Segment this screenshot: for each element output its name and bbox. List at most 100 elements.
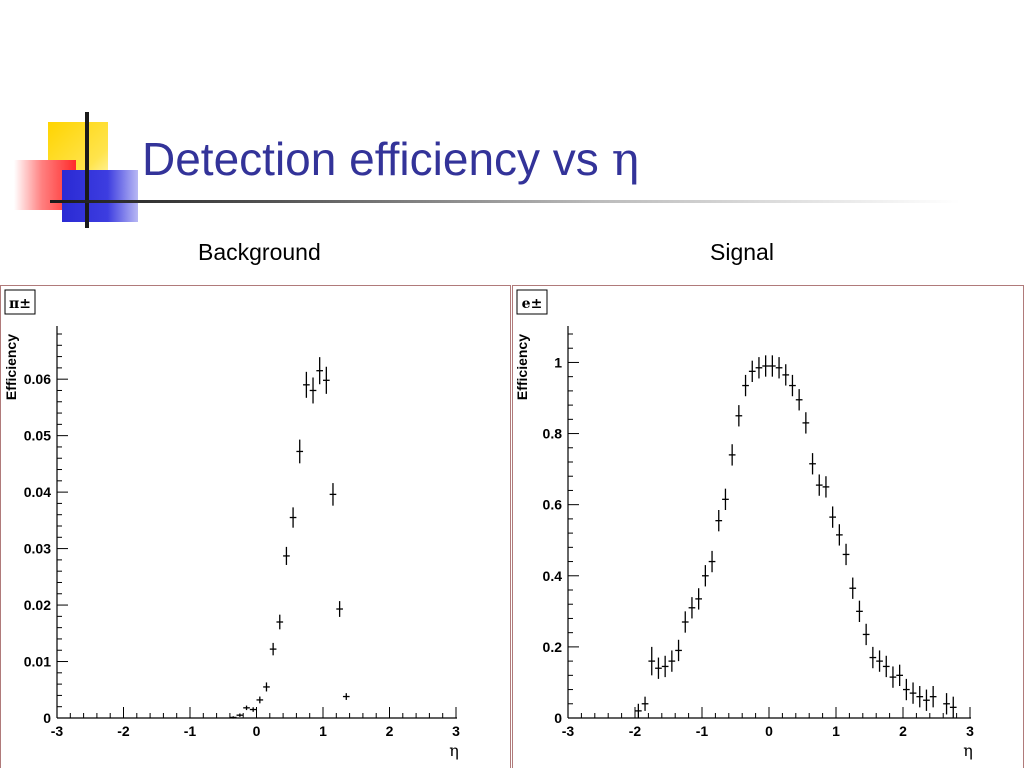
chart1-data-point <box>695 588 702 610</box>
chart0-particle-tag: π± <box>9 296 31 312</box>
chart1-data-point <box>635 703 642 718</box>
chart1-x-tick-label: 0 <box>765 723 773 739</box>
chart1-data-point <box>661 655 669 678</box>
chart0-x-tick-label: -3 <box>51 723 64 739</box>
chart1-x-tick-label: 3 <box>966 723 974 739</box>
chart0-data-point <box>296 439 304 464</box>
chart1-data-point <box>869 646 877 669</box>
chart1-data-point <box>708 550 716 573</box>
chart1-data-point <box>809 453 816 475</box>
chart1-data-point <box>715 510 723 532</box>
chart0-y-tick-label: 0.01 <box>24 654 51 670</box>
chart1-data-point <box>722 488 729 510</box>
chart0-x-tick-label: -2 <box>117 723 130 739</box>
chart0-x-tick-label: 3 <box>452 723 460 739</box>
chart0-data-point <box>256 696 264 704</box>
chart1-data-point <box>655 657 662 679</box>
chart1-x-axis-label: η <box>963 741 973 760</box>
background-efficiency-chart: π± -3 -2 -1 0 1 2 3 0 0.01 0.02 0.03 0.04 0.05 0.06 η Ef… <box>3 289 460 760</box>
chart1-x-tick-label: -3 <box>562 723 575 739</box>
chart0-data-point <box>336 601 343 617</box>
chart0-tag-box <box>4 289 36 315</box>
chart1-data-point <box>889 666 897 688</box>
chart1-data-point <box>822 476 830 498</box>
chart1-data-point <box>735 405 743 427</box>
chart1-data-point <box>795 389 803 411</box>
chart1-data-point <box>916 686 924 708</box>
chart1-tag-box <box>516 289 548 315</box>
chart1-data-point <box>903 678 910 701</box>
chart0-y-tick-label: 0.03 <box>24 541 51 557</box>
chart0-data-point <box>323 366 330 394</box>
chart1-x-tick-label: -1 <box>696 723 709 739</box>
background-label: Background <box>198 239 321 265</box>
chart0-data-point <box>283 546 290 565</box>
chart0-y-axis-label: Efficiency <box>3 334 19 400</box>
chart1-data-point <box>782 364 790 386</box>
chart1-data-point <box>815 474 823 496</box>
chart1-data-point <box>836 524 843 546</box>
chart1-data-point <box>896 664 903 686</box>
chart0-data-point <box>303 371 310 398</box>
chart0-data-point <box>342 693 350 700</box>
chart1-data-point <box>876 650 883 672</box>
chart0-data-point <box>329 483 337 506</box>
chart1-data-point <box>688 597 696 619</box>
chart1-data-point <box>802 412 810 434</box>
chart1-data-point <box>849 577 857 599</box>
signal-efficiency-chart: e± -3 -2 -1 0 1 2 3 0 0.2 0.4 0.6 0.8 1 η Efficiency <box>514 289 974 760</box>
chart1-y-tick-label: 0.8 <box>543 426 563 442</box>
signal-chart-panel: e± -3 -2 -1 0 1 2 3 0 0.2 0.4 0.6 0.8 1 η Efficiency <box>512 285 1024 768</box>
chart1-data-point <box>829 506 836 528</box>
chart1-data-point <box>762 355 769 377</box>
chart0-data-point <box>249 707 257 712</box>
chart1-data-point <box>882 655 890 678</box>
chart0-data-point <box>309 377 317 404</box>
chart1-y-tick-label: 1 <box>554 354 562 370</box>
signal-label: Signal <box>710 239 774 265</box>
chart0-y-tick-label: 0 <box>43 710 51 726</box>
chart0-data-point <box>263 682 270 692</box>
chart1-x-tick-label: 1 <box>832 723 840 739</box>
chart1-data-point <box>856 600 863 622</box>
chart1-data-point <box>641 696 649 711</box>
chart1-data-point <box>949 696 957 718</box>
chart1-data-point <box>909 682 917 704</box>
title-underline <box>50 200 960 203</box>
chart0-x-tick-label: 0 <box>253 723 261 739</box>
chart0-x-tick-label: 1 <box>319 723 327 739</box>
chart0-x-axis-label: η <box>449 741 459 760</box>
chart1-y-tick-label: 0.2 <box>543 639 563 655</box>
chart1-data-point <box>775 357 783 379</box>
chart1-y-tick-label: 0 <box>554 710 562 726</box>
chart0-data-point <box>243 705 250 711</box>
chart1-data-point <box>681 611 689 633</box>
chart1-data-point <box>648 646 656 676</box>
chart0-y-tick-label: 0.05 <box>24 428 51 444</box>
chart1-data-point <box>943 693 950 715</box>
chart1-x-tick-label: -2 <box>629 723 642 739</box>
chart1-data-point <box>702 565 709 587</box>
chart0-x-tick-label: -1 <box>184 723 197 739</box>
chart0-y-tick-label: 0.06 <box>24 371 51 387</box>
accent-vertical-line <box>85 112 89 228</box>
page-title: Detection efficiency vs η <box>142 136 639 182</box>
chart1-data-point <box>769 355 776 377</box>
accent-blue-square <box>62 170 138 222</box>
chart0-data-point <box>276 614 284 630</box>
chart1-x-tick-label: 2 <box>899 723 907 739</box>
background-chart-panel: π± -3 -2 -1 0 1 2 3 0 0.01 0.02 0.03 0.04 0.05 0.06 η Ef… <box>0 285 511 768</box>
chart1-data-point <box>742 374 749 397</box>
page-title-eta-symbol: η <box>611 132 640 186</box>
chart1-data-point <box>755 357 763 379</box>
chart1-y-tick-label: 0.4 <box>543 568 563 584</box>
chart0-data-point <box>289 507 297 528</box>
chart1-data-point <box>675 639 682 662</box>
chart1-y-tick-label: 0.6 <box>543 497 563 513</box>
chart0-data-point <box>236 713 244 717</box>
chart1-data-point <box>923 689 930 711</box>
page-title-text: Detection efficiency vs <box>142 133 599 185</box>
chart0-x-tick-label: 2 <box>386 723 394 739</box>
chart0-data-point <box>316 357 323 385</box>
chart0-y-tick-label: 0.04 <box>24 484 51 500</box>
